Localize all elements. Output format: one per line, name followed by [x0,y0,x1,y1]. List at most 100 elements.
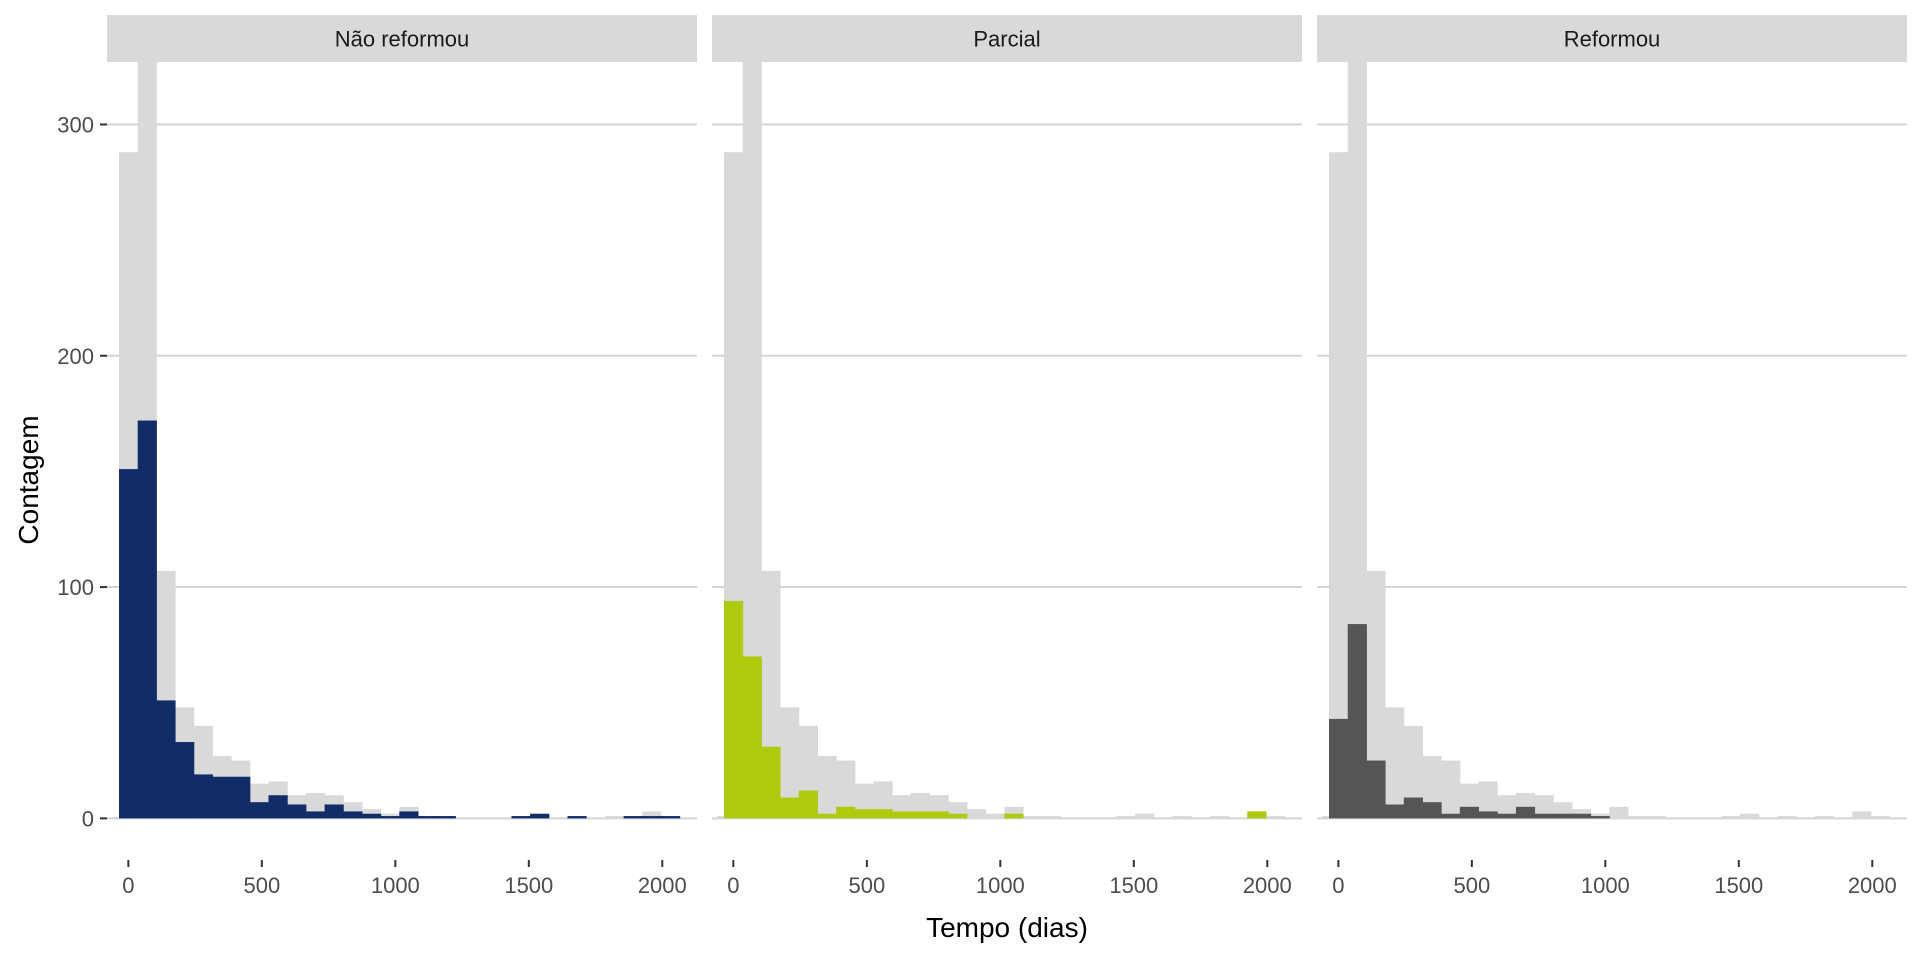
histogram-bar [175,742,195,819]
x-tick-label: 2000 [1848,873,1897,898]
histogram-bar [1004,813,1024,819]
y-axis: 0 100 200 300 [57,112,107,831]
histogram-bar [436,816,456,819]
background-bar [1721,816,1741,819]
histogram-bar [1247,811,1267,819]
histogram-bar [418,816,438,819]
y-axis-title: Contagem [13,415,44,544]
x-tick-label: 0 [122,873,134,898]
x-tick-label: 500 [848,873,885,898]
histogram-bar [361,813,382,819]
x-tick-label: 500 [243,873,280,898]
background-bar [1870,816,1891,819]
x-tick-label: 1000 [976,873,1025,898]
histogram-bar [1497,813,1517,819]
histogram-bar [399,811,419,819]
panels-layer: Não reformou 0 500 1000 1500 2000 Parcial 0 500 1… [107,15,1907,898]
y-tick-label: 200 [57,344,94,369]
histogram-bar [1459,806,1480,819]
x-tick-label: 2000 [638,873,687,898]
histogram-bar [724,600,744,819]
background-bar [1329,152,1349,819]
x-tick-label: 500 [1453,873,1490,898]
x-tick-label: 1000 [1581,873,1630,898]
background-bar [742,62,762,819]
background-bar [1628,816,1648,819]
x-tick-label: 1000 [371,873,420,898]
background-bar [1385,707,1405,819]
histogram-bar [380,816,400,819]
histogram-bar [249,802,270,819]
x-tick-label: 1500 [1109,873,1158,898]
facet-strip [1317,15,1907,62]
histogram-bar [623,816,643,819]
y-tick-label: 300 [57,112,94,137]
background-bar [1777,816,1797,819]
background-bar [966,809,987,819]
histogram-bar [1347,624,1367,819]
histogram-bar [193,774,213,819]
x-tick-label: 2000 [1243,873,1292,898]
background-bar [1852,811,1872,819]
background-bar [1023,816,1043,819]
background-bar [985,813,1005,819]
histogram-bar [780,797,800,819]
facet-strip [712,15,1302,62]
x-tick-label: 0 [1332,873,1344,898]
background-bar [1209,816,1230,819]
histogram-bar [231,776,251,819]
background-bar [1478,781,1498,819]
background-bar [1814,816,1835,819]
histogram-bar [761,746,781,819]
facet-panel: Reformou 0 500 1000 1500 2000 [1317,15,1907,898]
background-bar [1534,795,1554,819]
histogram-bar [530,813,550,819]
histogram-bar [1590,816,1610,819]
y-tick-label: 0 [82,806,94,831]
histogram-bar [798,790,818,819]
background-bar [1646,816,1666,819]
facet-strip-label: Reformou [1564,27,1661,52]
background-bar [836,760,856,819]
histogram-bar [156,700,176,819]
histogram-bar [1571,813,1592,819]
background-bar [1366,570,1386,819]
x-tick-label: 1500 [504,873,553,898]
background-bar [642,811,662,819]
background-bar [1441,760,1461,819]
histogram-bar [119,469,139,819]
facet-panel: Parcial 0 500 1000 1500 2000 [712,15,1342,898]
facet-strip-label: Parcial [973,27,1040,52]
histogram-bar [1385,804,1405,819]
histogram-bar [854,809,875,819]
histogram-bar [948,813,968,819]
histogram-bar [1366,760,1386,819]
x-axis-title: Tempo (dias) [926,912,1088,943]
background-bar [1403,725,1423,819]
histogram-bar [1478,811,1498,819]
background-bar [817,755,837,819]
x-tick-label: 0 [727,873,739,898]
histogram-bar [287,804,307,819]
histogram-bar [929,811,949,819]
histogram-bar [137,420,157,819]
histogram-bar [212,776,232,819]
background-bar [1041,816,1061,819]
histogram-bar [742,656,762,819]
histogram-bar [343,811,363,819]
histogram-bar [660,816,681,819]
histogram-bar [873,809,893,819]
background-bar [1172,816,1192,819]
histogram-bar [268,795,288,819]
x-tick-label: 1500 [1714,873,1763,898]
background-bar [1497,795,1517,819]
histogram-bar [642,816,662,819]
facet-strip [107,15,697,62]
histogram-bar [1403,797,1423,819]
histogram-bar [567,816,587,819]
background-bar [780,707,800,819]
histogram-bar [1515,806,1536,819]
background-bar [1265,816,1286,819]
histogram-bar [1422,802,1442,819]
